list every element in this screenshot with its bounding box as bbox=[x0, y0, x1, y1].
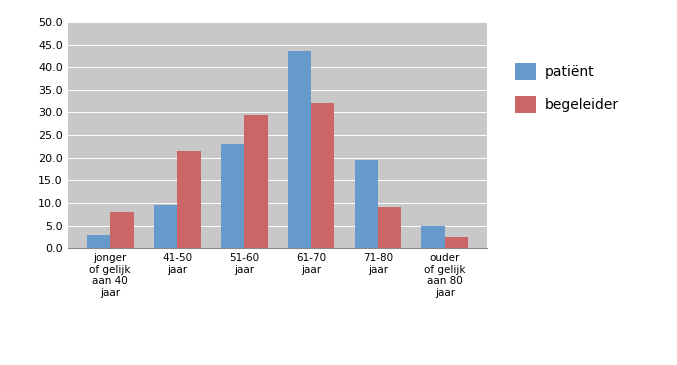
Bar bbox=[221, 144, 244, 248]
Legend: patiënt, begeleider: patiënt, begeleider bbox=[515, 63, 619, 114]
Bar bbox=[311, 103, 334, 248]
Bar bbox=[110, 212, 133, 248]
Bar bbox=[355, 160, 378, 248]
Bar bbox=[378, 207, 401, 248]
Bar bbox=[445, 237, 468, 248]
Bar bbox=[154, 205, 177, 248]
Bar bbox=[177, 151, 200, 248]
Bar bbox=[87, 235, 110, 248]
Bar bbox=[288, 51, 311, 248]
Bar bbox=[422, 226, 445, 248]
Bar bbox=[244, 115, 267, 248]
